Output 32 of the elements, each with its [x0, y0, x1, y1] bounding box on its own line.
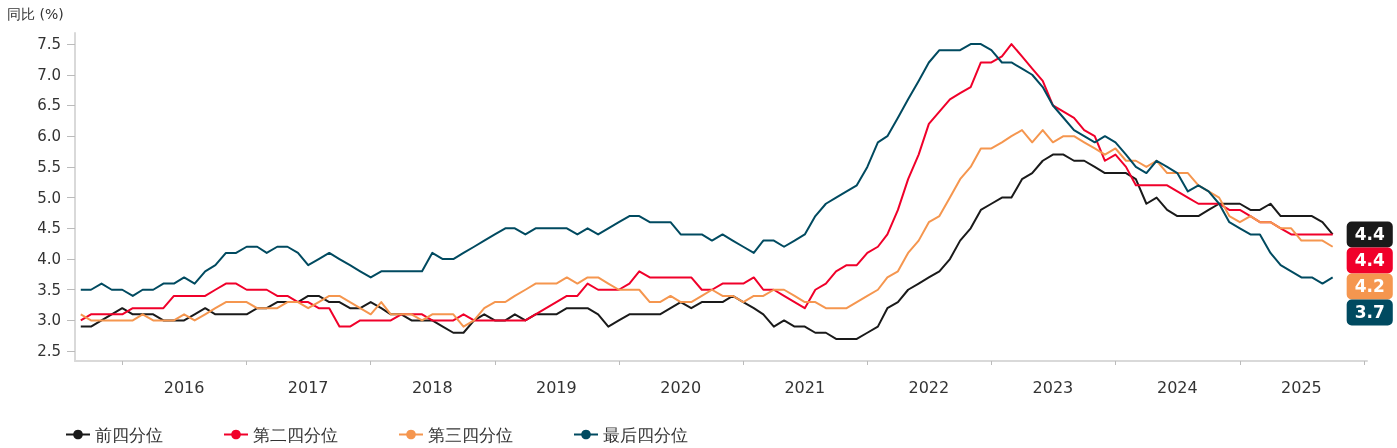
line-series: [79, 129, 1334, 328]
data-label: 3.7: [1354, 302, 1385, 323]
legend-label: 第三四分位: [428, 424, 513, 445]
y-tick-label: 7.5: [37, 35, 61, 54]
x-tick-label: 2017: [287, 377, 329, 397]
y-tick-label: 4.5: [37, 219, 61, 238]
x-tick-label: 2020: [660, 377, 702, 397]
x-tick-label: 2016: [163, 377, 205, 397]
y-axis-title: 同比 (%): [7, 6, 64, 22]
y-tick-label: 6.0: [37, 127, 61, 146]
data-label: 4.4: [1354, 250, 1385, 271]
data-label: 4.4: [1354, 224, 1385, 245]
x-tick-label: 2024: [1156, 377, 1198, 397]
x-tick-label: 2018: [411, 377, 453, 397]
y-tick-label: 5.5: [37, 157, 61, 176]
y-tick-label: 6.5: [37, 96, 61, 115]
y-tick-label: 3.5: [37, 280, 61, 299]
legend-label: 第二四分位: [253, 424, 338, 445]
y-tick-label: 5.0: [37, 188, 61, 207]
x-tick-label: 2021: [784, 377, 826, 397]
x-tick-label: 2022: [908, 377, 950, 397]
legend-label: 前四分位: [95, 424, 163, 445]
data-label: 4.2: [1354, 276, 1385, 297]
x-tick-label: 2019: [535, 377, 577, 397]
x-tick-label: 2023: [1032, 377, 1074, 397]
legend-label: 最后四分位: [603, 424, 688, 445]
y-tick-label: 7.0: [37, 65, 61, 84]
line-series: [79, 153, 1334, 340]
y-tick-label: 3.0: [37, 311, 61, 330]
y-tick-label: 4.0: [37, 250, 61, 269]
y-tick-label: 2.5: [37, 342, 61, 361]
x-tick-label: 2025: [1281, 377, 1322, 397]
